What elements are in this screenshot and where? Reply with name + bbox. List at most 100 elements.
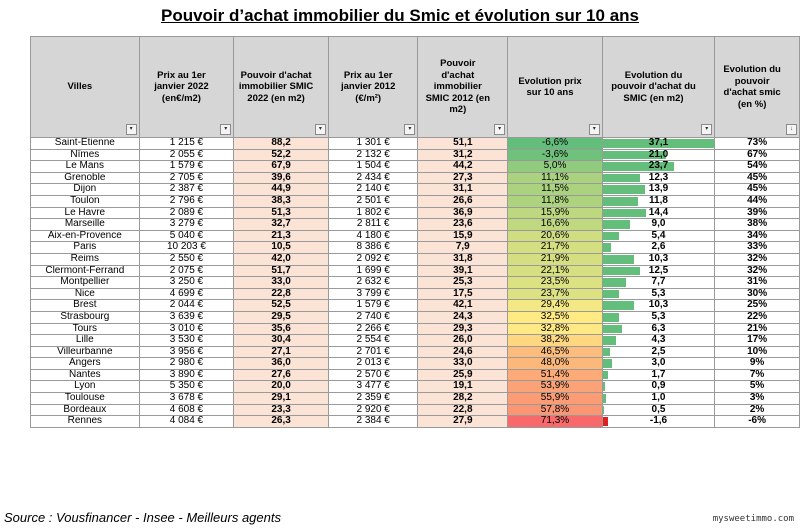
prix-2022-cell[interactable]: 3 010 € — [138, 322, 235, 336]
pa-2022-cell[interactable]: 44,9 — [233, 183, 329, 196]
prix-2022-cell[interactable]: 1 579 € — [138, 160, 235, 173]
pa-2022-cell[interactable]: 52,2 — [233, 148, 329, 162]
evo-pct-cell[interactable]: 54% — [714, 160, 800, 173]
prix-2012-cell[interactable]: 1 802 € — [327, 206, 419, 220]
evo-pa-cell[interactable]: 12,5 — [601, 264, 716, 278]
pa-2012-cell[interactable]: 17,5 — [417, 287, 509, 301]
prix-2012-cell[interactable]: 2 740 € — [327, 310, 419, 324]
evo-prix-cell[interactable]: 51,4% — [507, 368, 603, 382]
evo-pa-cell[interactable]: 21,0 — [601, 148, 716, 162]
evo-pa-cell[interactable]: 6,3 — [601, 322, 716, 336]
evo-prix-cell[interactable]: 5,0% — [507, 160, 603, 173]
col-header-pa-2012[interactable]: Pouvoir d'achat immobilier SMIC 2012 (en… — [417, 36, 509, 138]
evo-prix-cell[interactable]: 23,7% — [507, 287, 603, 301]
prix-2022-cell[interactable]: 3 890 € — [138, 368, 235, 382]
city-cell[interactable]: Lyon — [30, 380, 140, 394]
prix-2022-cell[interactable]: 3 639 € — [138, 310, 235, 324]
pa-2012-cell[interactable]: 15,9 — [417, 229, 509, 243]
pa-2012-cell[interactable]: 27,9 — [417, 415, 509, 428]
evo-prix-cell[interactable]: 32,8% — [507, 322, 603, 336]
city-cell[interactable]: Aix-en-Provence — [30, 229, 140, 243]
city-cell[interactable]: Marseille — [30, 218, 140, 231]
prix-2022-cell[interactable]: 4 699 € — [138, 287, 235, 301]
pa-2022-cell[interactable]: 26,3 — [233, 415, 329, 428]
evo-prix-cell[interactable]: -3,6% — [507, 148, 603, 162]
pa-2012-cell[interactable]: 28,2 — [417, 392, 509, 405]
evo-pct-cell[interactable]: 44% — [714, 194, 800, 208]
pa-2022-cell[interactable]: 23,3 — [233, 403, 329, 417]
evo-prix-cell[interactable]: 23,5% — [507, 276, 603, 289]
pa-2022-cell[interactable]: 30,4 — [233, 334, 329, 347]
pa-2022-cell[interactable]: 27,6 — [233, 368, 329, 382]
evo-pa-cell[interactable]: 10,3 — [601, 299, 716, 312]
evo-pct-cell[interactable]: 73% — [714, 137, 800, 150]
prix-2012-cell[interactable]: 2 384 € — [327, 415, 419, 428]
col-header-evo-prix[interactable]: Evolution prix sur 10 ans ▾ — [507, 36, 603, 138]
pa-2012-cell[interactable]: 31,1 — [417, 183, 509, 196]
pa-2012-cell[interactable]: 7,9 — [417, 241, 509, 254]
evo-prix-cell[interactable]: 21,9% — [507, 252, 603, 266]
evo-prix-cell[interactable]: -6,6% — [507, 137, 603, 150]
evo-prix-cell[interactable]: 15,9% — [507, 206, 603, 220]
evo-pct-cell[interactable]: 67% — [714, 148, 800, 162]
pa-2012-cell[interactable]: 22,8 — [417, 403, 509, 417]
pa-2012-cell[interactable]: 25,9 — [417, 368, 509, 382]
pa-2012-cell[interactable]: 39,1 — [417, 264, 509, 278]
pa-2022-cell[interactable]: 10,5 — [233, 241, 329, 254]
evo-pct-cell[interactable]: 17% — [714, 334, 800, 347]
evo-prix-cell[interactable]: 53,9% — [507, 380, 603, 394]
pa-2012-cell[interactable]: 33,0 — [417, 357, 509, 370]
prix-2022-cell[interactable]: 2 387 € — [138, 183, 235, 196]
evo-prix-cell[interactable]: 48,0% — [507, 357, 603, 370]
col-header-pa-2022[interactable]: Pouvoir d'achat immobilier SMIC 2022 (en… — [233, 36, 329, 138]
pa-2012-cell[interactable]: 26,0 — [417, 334, 509, 347]
evo-pct-cell[interactable]: 45% — [714, 171, 800, 185]
city-cell[interactable]: Lille — [30, 334, 140, 347]
pa-2022-cell[interactable]: 52,5 — [233, 299, 329, 312]
pa-2022-cell[interactable]: 20,0 — [233, 380, 329, 394]
prix-2012-cell[interactable]: 2 266 € — [327, 322, 419, 336]
evo-pct-cell[interactable]: -6% — [714, 415, 800, 428]
evo-prix-cell[interactable]: 57,8% — [507, 403, 603, 417]
city-cell[interactable]: Clermont-Ferrand — [30, 264, 140, 278]
prix-2012-cell[interactable]: 2 140 € — [327, 183, 419, 196]
evo-pa-cell[interactable]: 10,3 — [601, 252, 716, 266]
prix-2022-cell[interactable]: 1 215 € — [138, 137, 235, 150]
prix-2012-cell[interactable]: 2 132 € — [327, 148, 419, 162]
pa-2022-cell[interactable]: 21,3 — [233, 229, 329, 243]
prix-2012-cell[interactable]: 2 013 € — [327, 357, 419, 370]
prix-2022-cell[interactable]: 5 040 € — [138, 229, 235, 243]
city-cell[interactable]: Villeurbanne — [30, 345, 140, 359]
city-cell[interactable]: Strasbourg — [30, 310, 140, 324]
pa-2022-cell[interactable]: 33,0 — [233, 276, 329, 289]
city-cell[interactable]: Le Havre — [30, 206, 140, 220]
evo-pct-cell[interactable]: 32% — [714, 252, 800, 266]
evo-prix-cell[interactable]: 32,5% — [507, 310, 603, 324]
pa-2012-cell[interactable]: 25,3 — [417, 276, 509, 289]
pa-2012-cell[interactable]: 27,3 — [417, 171, 509, 185]
evo-pa-cell[interactable]: 12,3 — [601, 171, 716, 185]
evo-prix-cell[interactable]: 20,6% — [507, 229, 603, 243]
evo-pct-cell[interactable]: 3% — [714, 392, 800, 405]
city-cell[interactable]: Angers — [30, 357, 140, 370]
prix-2012-cell[interactable]: 3 799 € — [327, 287, 419, 301]
evo-pa-cell[interactable]: 23,7 — [601, 160, 716, 173]
evo-pa-cell[interactable]: 14,4 — [601, 206, 716, 220]
city-cell[interactable]: Brest — [30, 299, 140, 312]
prix-2022-cell[interactable]: 3 956 € — [138, 345, 235, 359]
evo-pct-cell[interactable]: 30% — [714, 287, 800, 301]
col-header-evo-pct[interactable]: Evolution du pouvoir d'achat smic (en %)… — [714, 36, 800, 138]
evo-pa-cell[interactable]: 1,0 — [601, 392, 716, 405]
prix-2022-cell[interactable]: 2 796 € — [138, 194, 235, 208]
evo-prix-cell[interactable]: 38,2% — [507, 334, 603, 347]
prix-2012-cell[interactable]: 2 434 € — [327, 171, 419, 185]
evo-pct-cell[interactable]: 10% — [714, 345, 800, 359]
city-cell[interactable]: Saint-Étienne — [30, 137, 140, 150]
prix-2012-cell[interactable]: 2 501 € — [327, 194, 419, 208]
pa-2022-cell[interactable]: 38,3 — [233, 194, 329, 208]
prix-2022-cell[interactable]: 2 055 € — [138, 148, 235, 162]
col-header-evo-pa[interactable]: Evolution du pouvoir d'achat du SMIC (en… — [601, 36, 716, 138]
prix-2022-cell[interactable]: 3 250 € — [138, 276, 235, 289]
evo-pct-cell[interactable]: 21% — [714, 322, 800, 336]
evo-pa-cell[interactable]: 2,5 — [601, 345, 716, 359]
